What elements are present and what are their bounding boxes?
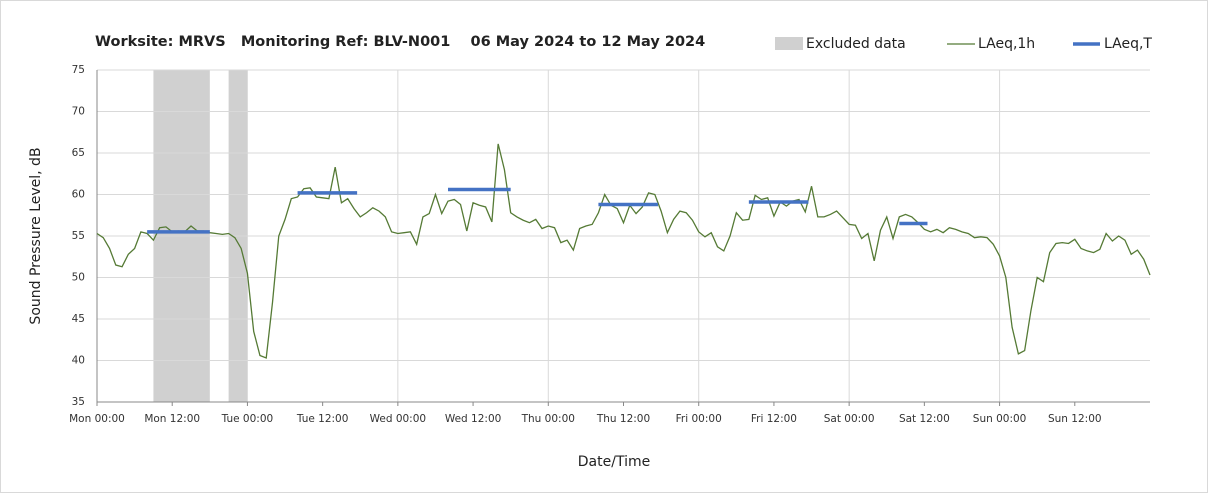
x-tick-label: Fri 12:00 [751,413,797,425]
y-tick-label: 65 [72,147,85,159]
y-axis-label: Sound Pressure Level, dB [28,147,44,324]
legend-label: LAeq,T [1104,36,1152,52]
x-tick-label: Sun 00:00 [973,413,1027,425]
chart-title: Worksite: MRVS Monitoring Ref: BLV-N001 … [95,34,705,50]
series-line [96,143,1151,359]
y-tick-label: 55 [72,230,85,242]
x-tick-label: Fri 00:00 [676,413,722,425]
x-tick-label: Tue 00:00 [221,413,274,425]
y-tick-label: 45 [72,313,85,325]
x-axis-label: Date/Time [578,454,650,470]
y-tick-label: 60 [72,189,85,201]
y-tick-label: 70 [72,106,85,118]
x-tick-label: Tue 12:00 [296,413,349,425]
x-tick-label: Sat 00:00 [824,413,875,425]
x-tick-label: Wed 12:00 [445,413,502,425]
legend-label: Excluded data [806,36,906,52]
y-tick-label: 50 [72,272,85,284]
x-tick-label: Mon 00:00 [69,413,125,425]
x-tick-label: Thu 12:00 [596,413,650,425]
legend-label: LAeq,1h [978,36,1035,52]
x-tick-label: Mon 12:00 [144,413,200,425]
x-tick-label: Wed 00:00 [370,413,427,425]
x-tick-label: Thu 00:00 [521,413,575,425]
y-tick-label: 40 [72,355,85,367]
x-tick-label: Sat 12:00 [899,413,950,425]
y-tick-label: 35 [72,396,85,408]
legend-swatch [775,37,803,50]
y-tick-label: 75 [72,64,85,76]
x-tick-label: Sun 12:00 [1048,413,1102,425]
